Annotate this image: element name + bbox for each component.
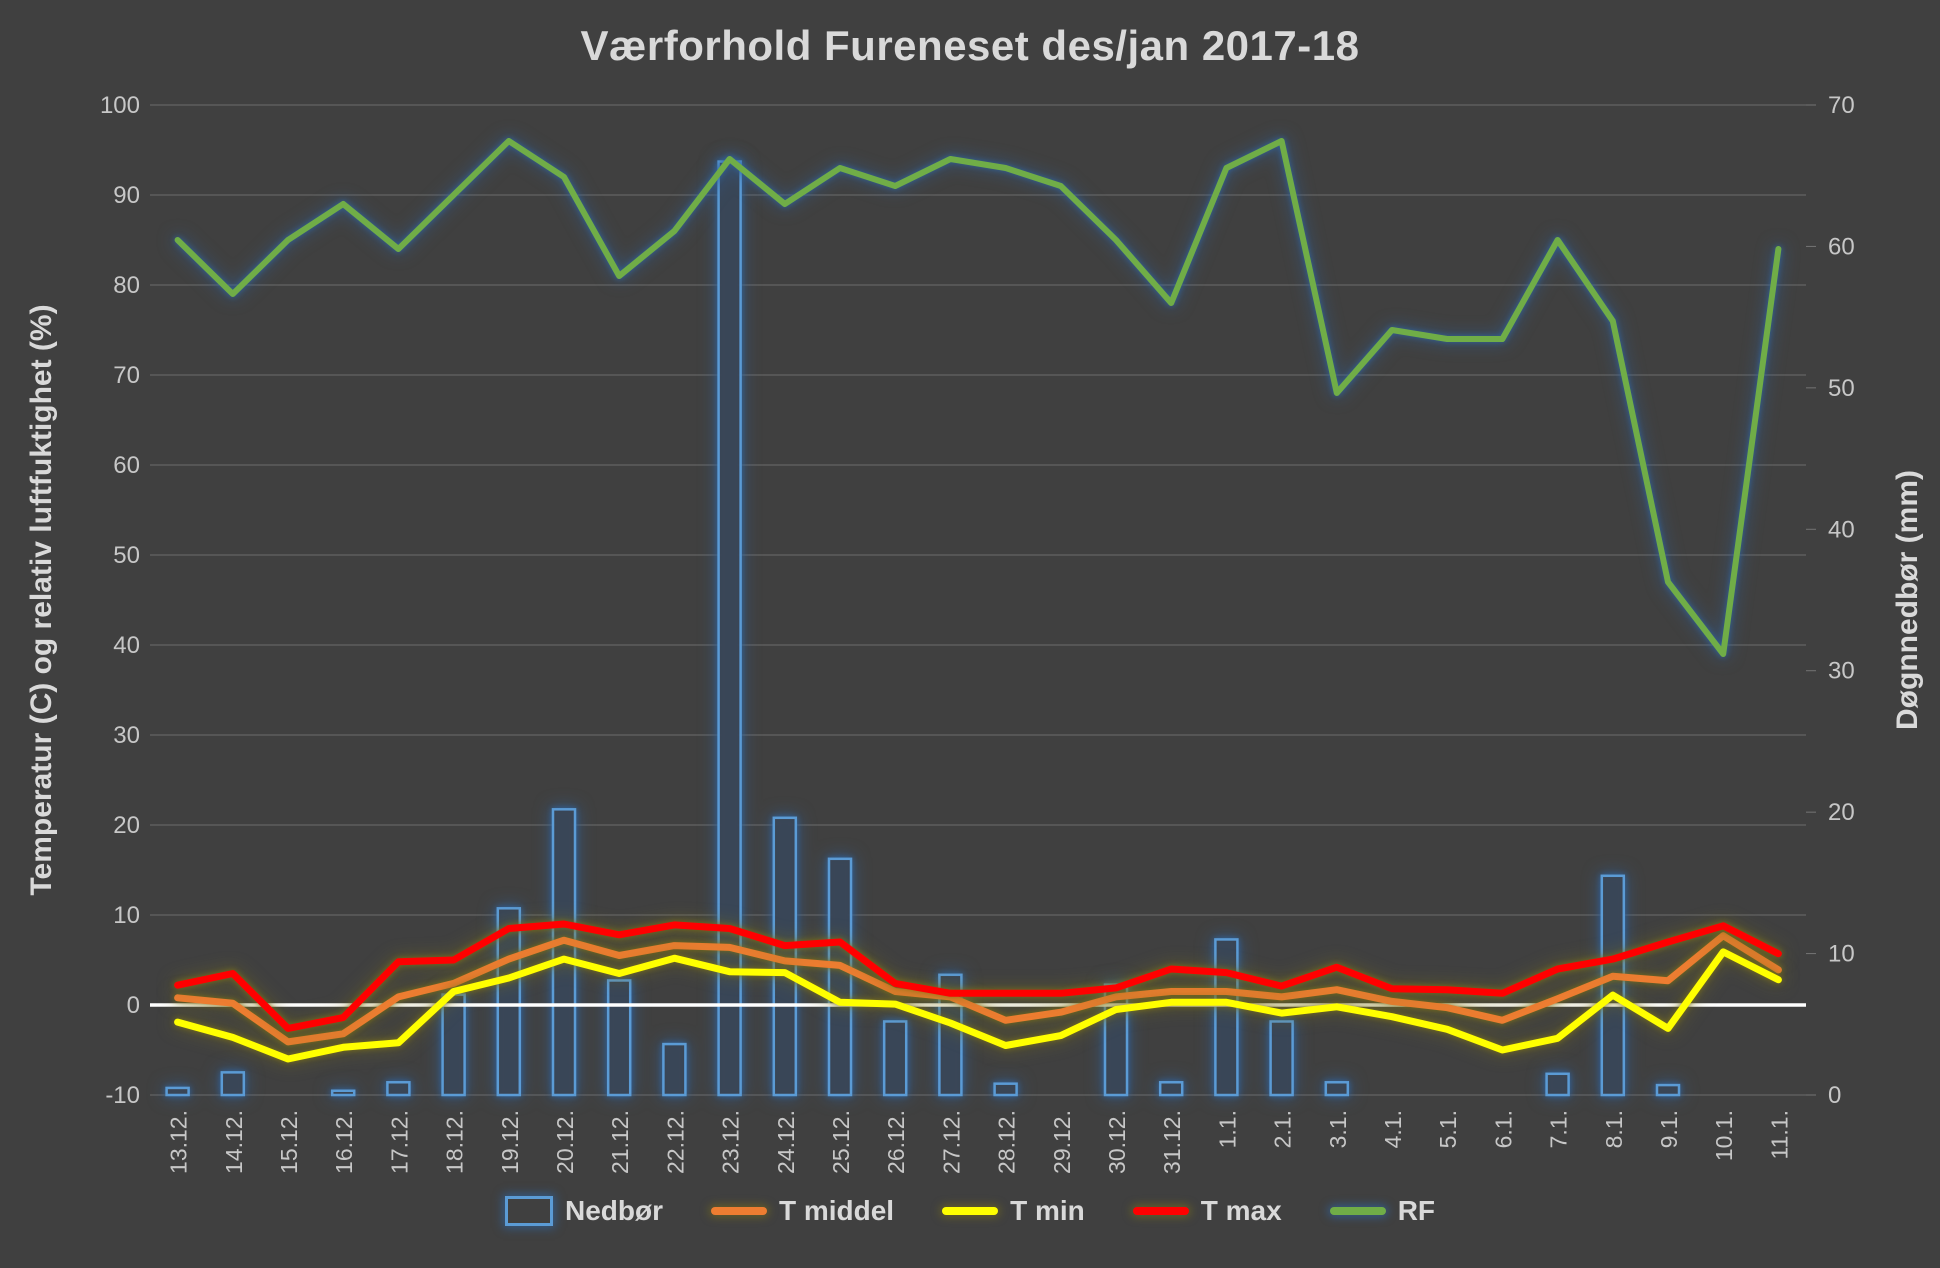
x-axis-label: 11.1. — [1766, 1110, 1792, 1159]
bar-nedb-r — [606, 979, 632, 1097]
bar-nedb-r — [220, 1071, 246, 1097]
left-axis-tick-label: 30 — [113, 722, 140, 749]
right-axis-tick-label: 40 — [1828, 516, 1855, 543]
series-line-t-max — [174, 920, 1782, 1032]
bar-nedb-r — [993, 1082, 1018, 1097]
right-axis-tick-label: 70 — [1828, 92, 1855, 119]
left-axis-tick-label: 90 — [113, 182, 140, 209]
x-axis-label: 30.12. — [1104, 1110, 1130, 1174]
x-axis-label: 5.1. — [1435, 1110, 1461, 1148]
bar-nedb-r — [1324, 1081, 1350, 1097]
legend-item-t-min: T min — [942, 1195, 1085, 1227]
x-axis-label: 1.1. — [1214, 1110, 1240, 1148]
bar-nedb-r — [662, 1042, 687, 1097]
x-axis-label: 15.12. — [276, 1110, 302, 1174]
chart-title: Værforhold Fureneset des/jan 2017-18 — [580, 22, 1360, 69]
bar-nedb-r — [165, 1086, 190, 1097]
x-axis-label: 8.1. — [1601, 1110, 1627, 1148]
x-axis-label: 29.12. — [1049, 1110, 1075, 1174]
x-axis-label: 7.1. — [1546, 1110, 1572, 1148]
bar-nedb-r — [1214, 938, 1239, 1097]
legend-swatch-rf — [1329, 1207, 1386, 1215]
x-axis-label: 31.12. — [1159, 1110, 1185, 1174]
bar-nedb-r — [386, 1081, 411, 1097]
bar-nedb-r — [1600, 874, 1626, 1097]
x-axis-label: 27.12. — [938, 1110, 964, 1174]
bar-nedb-r — [717, 160, 742, 1097]
bar-nedb-r — [827, 857, 853, 1097]
left-axis-tick-label: 60 — [113, 452, 140, 479]
x-axis-label: 4.1. — [1380, 1110, 1406, 1148]
bar-nedb-r — [1655, 1083, 1681, 1097]
x-axis-label: 21.12. — [607, 1110, 633, 1174]
left-axis-tick-label: -10 — [105, 1082, 140, 1109]
left-axis-tick-label: 40 — [113, 632, 140, 659]
bar-nedb-r — [1545, 1072, 1570, 1097]
legend-item-t-max: T max — [1132, 1195, 1282, 1227]
legend-swatch-t-min — [942, 1207, 999, 1215]
right-axis-tick-label: 10 — [1828, 941, 1855, 968]
right-axis-tick-label: 60 — [1828, 233, 1855, 260]
x-axis-label: 23.12. — [718, 1110, 744, 1174]
x-axis-label: 9.1. — [1656, 1110, 1682, 1148]
legend-label-t-max: T max — [1200, 1195, 1282, 1226]
x-axis-label: 17.12. — [386, 1110, 412, 1174]
x-axis-label: 10.1. — [1711, 1110, 1737, 1161]
right-axis-tick-label: 0 — [1828, 1082, 1841, 1109]
x-axis-label: 25.12. — [828, 1110, 854, 1174]
x-axis-label: 28.12. — [994, 1110, 1020, 1174]
x-axis-label: 14.12. — [221, 1110, 247, 1174]
right-axis-tick-label: 50 — [1828, 375, 1855, 402]
x-axis-label: 3.1. — [1325, 1110, 1351, 1148]
bar-nedb-r — [551, 808, 577, 1097]
x-axis-label: 6.1. — [1490, 1110, 1516, 1148]
series-bars-nedb-r — [165, 160, 1681, 1097]
bar-nedb-r — [330, 1089, 356, 1097]
left-axis-tick-label: 80 — [113, 272, 140, 299]
left-axis-tick-label: 10 — [113, 902, 140, 929]
legend-item-nedb-r: Nedbør — [504, 1195, 663, 1227]
left-axis-tick-label: 50 — [113, 542, 140, 569]
bar-nedb-r — [882, 1020, 908, 1097]
bar-nedb-r — [1158, 1081, 1184, 1097]
legend-swatch-nedb-r — [504, 1196, 553, 1226]
x-axis-label: 2.1. — [1270, 1110, 1296, 1148]
x-axis-label: 26.12. — [883, 1110, 909, 1174]
legend-label-nedb-r: Nedbør — [564, 1195, 663, 1226]
legend-label-rf: RF — [1397, 1195, 1436, 1226]
series-line-rf — [174, 138, 1782, 657]
series-line-t-middel — [174, 932, 1782, 1046]
legend-swatch-t-max — [1132, 1207, 1189, 1215]
bar-nedb-r — [441, 993, 466, 1097]
left-axis-tick-label: 100 — [100, 92, 140, 119]
bar-nedb-r — [1269, 1020, 1294, 1097]
x-axis-label: 18.12. — [442, 1110, 468, 1174]
x-axis-label: 20.12. — [552, 1110, 578, 1174]
legend-item-t-middel: T middel — [710, 1195, 895, 1227]
right-axis-tick-label: 30 — [1828, 658, 1855, 685]
left-axis-tick-label: 70 — [113, 362, 140, 389]
right-axis-tick-label: 20 — [1828, 799, 1855, 826]
x-axis-label: 24.12. — [773, 1110, 799, 1174]
legend-label-t-min: T min — [1010, 1195, 1085, 1226]
chart-legend: Nedbør T middel T min T max RF — [0, 1195, 1940, 1227]
left-axis-tick-label: 20 — [113, 812, 140, 839]
series-line-t-min — [174, 948, 1782, 1063]
legend-label-t-middel: T middel — [778, 1195, 895, 1226]
legend-item-rf: RF — [1329, 1195, 1436, 1227]
x-axis-label: 22.12. — [662, 1110, 688, 1174]
x-axis-label: 13.12. — [166, 1110, 192, 1174]
x-axis-label: 16.12. — [331, 1110, 357, 1174]
legend-swatch-t-middel — [710, 1207, 767, 1215]
left-axis-tick-label: 0 — [127, 992, 140, 1019]
x-axis-label: 19.12. — [497, 1110, 523, 1174]
